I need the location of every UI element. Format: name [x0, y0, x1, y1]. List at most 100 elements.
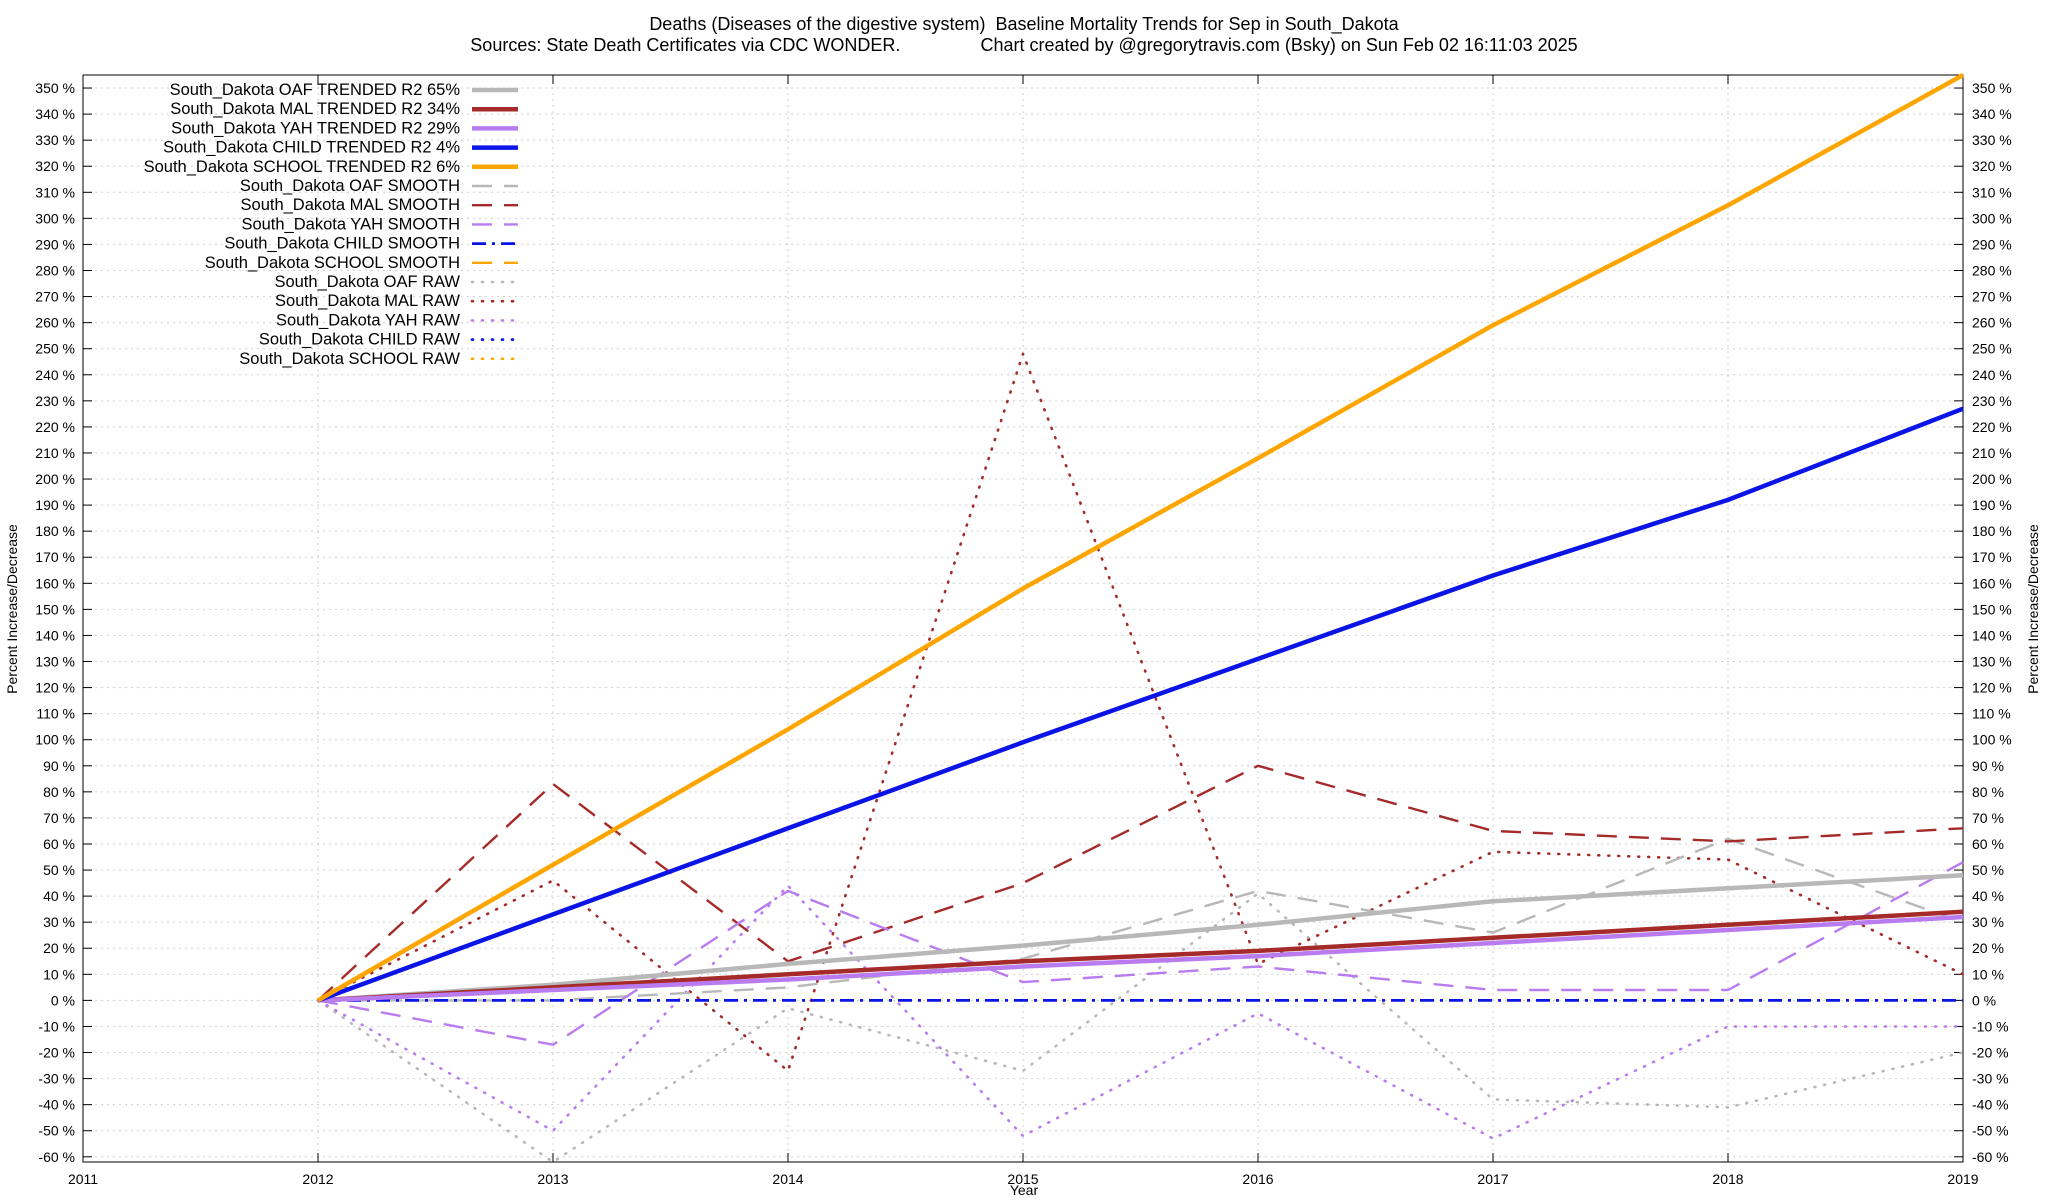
y-tick-label-right: 30 %: [1972, 914, 2004, 930]
y-tick-label-right: 240 %: [1972, 367, 2012, 383]
x-tick-label: 2016: [1242, 1171, 1273, 1187]
chart-subtitle: Sources: State Death Certificates via CD…: [470, 35, 1578, 55]
legend-label: South_Dakota CHILD RAW: [259, 331, 461, 349]
y-tick-label-left: 60 %: [43, 836, 75, 852]
y-tick-label-right: 80 %: [1972, 784, 2004, 800]
y-tick-label-right: -10 %: [1972, 1018, 2009, 1034]
legend-label: South_Dakota MAL RAW: [275, 292, 460, 310]
y-tick-label-left: 110 %: [36, 706, 75, 722]
y-tick-label-left: 120 %: [35, 680, 75, 696]
y-tick-label-right: 300 %: [1972, 210, 2012, 226]
y-tick-label-left: -30 %: [38, 1071, 75, 1087]
legend-label: South_Dakota MAL TRENDED R2 34%: [170, 100, 460, 118]
series-line-mal-trended: [317, 909, 1964, 1003]
y-tick-label-left: 90 %: [43, 758, 75, 774]
y-tick-label-left: 10 %: [43, 966, 75, 982]
y-tick-label-left: 200 %: [35, 471, 75, 487]
y-tick-label-right: -40 %: [1972, 1097, 2009, 1113]
y-tick-label-left: 220 %: [35, 419, 75, 435]
x-tick-label: 2019: [1947, 1171, 1978, 1187]
y-tick-label-right: 90 %: [1972, 758, 2004, 774]
y-tick-label-right: 350 %: [1972, 80, 2012, 96]
y-tick-label-left: 250 %: [35, 341, 75, 357]
y-tick-label-left: 30 %: [43, 914, 75, 930]
y-tick-label-left: 0 %: [51, 992, 75, 1008]
y-tick-label-left: 20 %: [43, 940, 75, 956]
y-tick-label-right: 260 %: [1972, 315, 2012, 331]
y-tick-label-left: 210 %: [35, 445, 75, 461]
y-axis-label-right: Percent Increase/Decrease: [2025, 524, 2041, 694]
y-tick-label-right: 210 %: [1972, 445, 2012, 461]
legend-label: South_Dakota SCHOOL SMOOTH: [205, 254, 460, 272]
series-lines: [316, 73, 1965, 1164]
y-tick-label-left: 300 %: [35, 210, 75, 226]
y-tick-label-right: 320 %: [1972, 158, 2012, 174]
y-tick-label-right: -30 %: [1972, 1071, 2009, 1087]
legend: South_Dakota OAF TRENDED R2 65%South_Dak…: [144, 81, 520, 368]
y-tick-label-right: 130 %: [1972, 654, 2012, 670]
y-tick-label-right: 40 %: [1972, 888, 2004, 904]
y-tick-label-right: 250 %: [1972, 341, 2012, 357]
y-tick-label-left: 170 %: [35, 549, 75, 565]
legend-label: South_Dakota SCHOOL TRENDED R2 6%: [144, 158, 461, 176]
x-tick-label: 2011: [68, 1171, 98, 1187]
y-tick-label-right: 330 %: [1972, 132, 2012, 148]
y-tick-label-left: 80 %: [43, 784, 75, 800]
x-tick-label: 2012: [302, 1171, 333, 1187]
x-tick-label: 2015: [1007, 1171, 1038, 1187]
y-tick-label-right: 190 %: [1972, 497, 2012, 513]
legend-label: South_Dakota OAF RAW: [274, 273, 460, 291]
y-tick-label-left: 230 %: [35, 393, 75, 409]
y-tick-label-left: 140 %: [35, 627, 75, 643]
legend-label: South_Dakota OAF TRENDED R2 65%: [170, 81, 461, 99]
chart-title: Deaths (Diseases of the digestive system…: [649, 14, 1399, 34]
x-tick-label: 2014: [772, 1171, 803, 1187]
y-tick-label-right: 290 %: [1972, 236, 2012, 252]
series-line-mal-smooth: [317, 764, 1964, 1002]
y-tick-label-right: -50 %: [1972, 1123, 2009, 1139]
y-tick-label-right: 220 %: [1972, 419, 2012, 435]
y-tick-label-right: 120 %: [1972, 680, 2012, 696]
y-tick-label-left: -50 %: [38, 1123, 75, 1139]
y-axis-label-left: Percent Increase/Decrease: [4, 524, 20, 694]
x-tick-label: 2017: [1477, 1171, 1508, 1187]
y-tick-label-left: 40 %: [43, 888, 75, 904]
y-tick-label-left: 160 %: [35, 575, 75, 591]
y-tick-label-right: 20 %: [1972, 940, 2004, 956]
legend-label: South_Dakota YAH TRENDED R2 29%: [171, 119, 460, 137]
series-line-oaf-smooth: [318, 837, 1964, 1002]
y-tick-label-left: 350 %: [35, 80, 75, 96]
y-tick-label-left: -40 %: [38, 1097, 75, 1113]
y-tick-label-left: 290 %: [35, 236, 75, 252]
y-tick-label-left: -20 %: [38, 1045, 75, 1061]
legend-label: South_Dakota YAH RAW: [276, 311, 460, 329]
x-tick-label: 2013: [537, 1171, 568, 1187]
x-tick-label: 2018: [1712, 1171, 1743, 1187]
legend-label: South_Dakota CHILD TRENDED R2 4%: [163, 139, 460, 157]
series-line-child-trended: [317, 406, 1964, 1003]
y-tick-label-left: 150 %: [35, 601, 75, 617]
y-tick-label-left: 100 %: [35, 732, 75, 748]
y-tick-label-right: 100 %: [1972, 732, 2012, 748]
y-tick-label-left: 270 %: [35, 289, 75, 305]
x-axis-label: Year: [1010, 1182, 1039, 1198]
y-tick-label-right: -60 %: [1972, 1149, 2009, 1165]
legend-label: South_Dakota YAH SMOOTH: [241, 215, 460, 233]
y-tick-label-left: 240 %: [35, 367, 75, 383]
y-tick-label-left: -60 %: [38, 1149, 75, 1165]
y-tick-label-right: 270 %: [1972, 289, 2012, 305]
y-tick-label-left: -10 %: [38, 1018, 75, 1034]
y-tick-label-right: 230 %: [1972, 393, 2012, 409]
y-tick-label-right: 10 %: [1972, 966, 2004, 982]
legend-label: South_Dakota OAF SMOOTH: [240, 177, 460, 195]
y-tick-label-left: 330 %: [35, 132, 75, 148]
y-tick-label-left: 190 %: [35, 497, 75, 513]
gridlines: [82, 75, 1964, 1162]
y-tick-label-right: 310 %: [1972, 184, 2012, 200]
y-tick-label-right: 0 %: [1972, 992, 1996, 1008]
y-tick-label-left: 340 %: [35, 106, 75, 122]
y-tick-label-left: 70 %: [43, 810, 75, 826]
y-tick-label-left: 280 %: [35, 263, 75, 279]
y-tick-label-right: 60 %: [1972, 836, 2004, 852]
